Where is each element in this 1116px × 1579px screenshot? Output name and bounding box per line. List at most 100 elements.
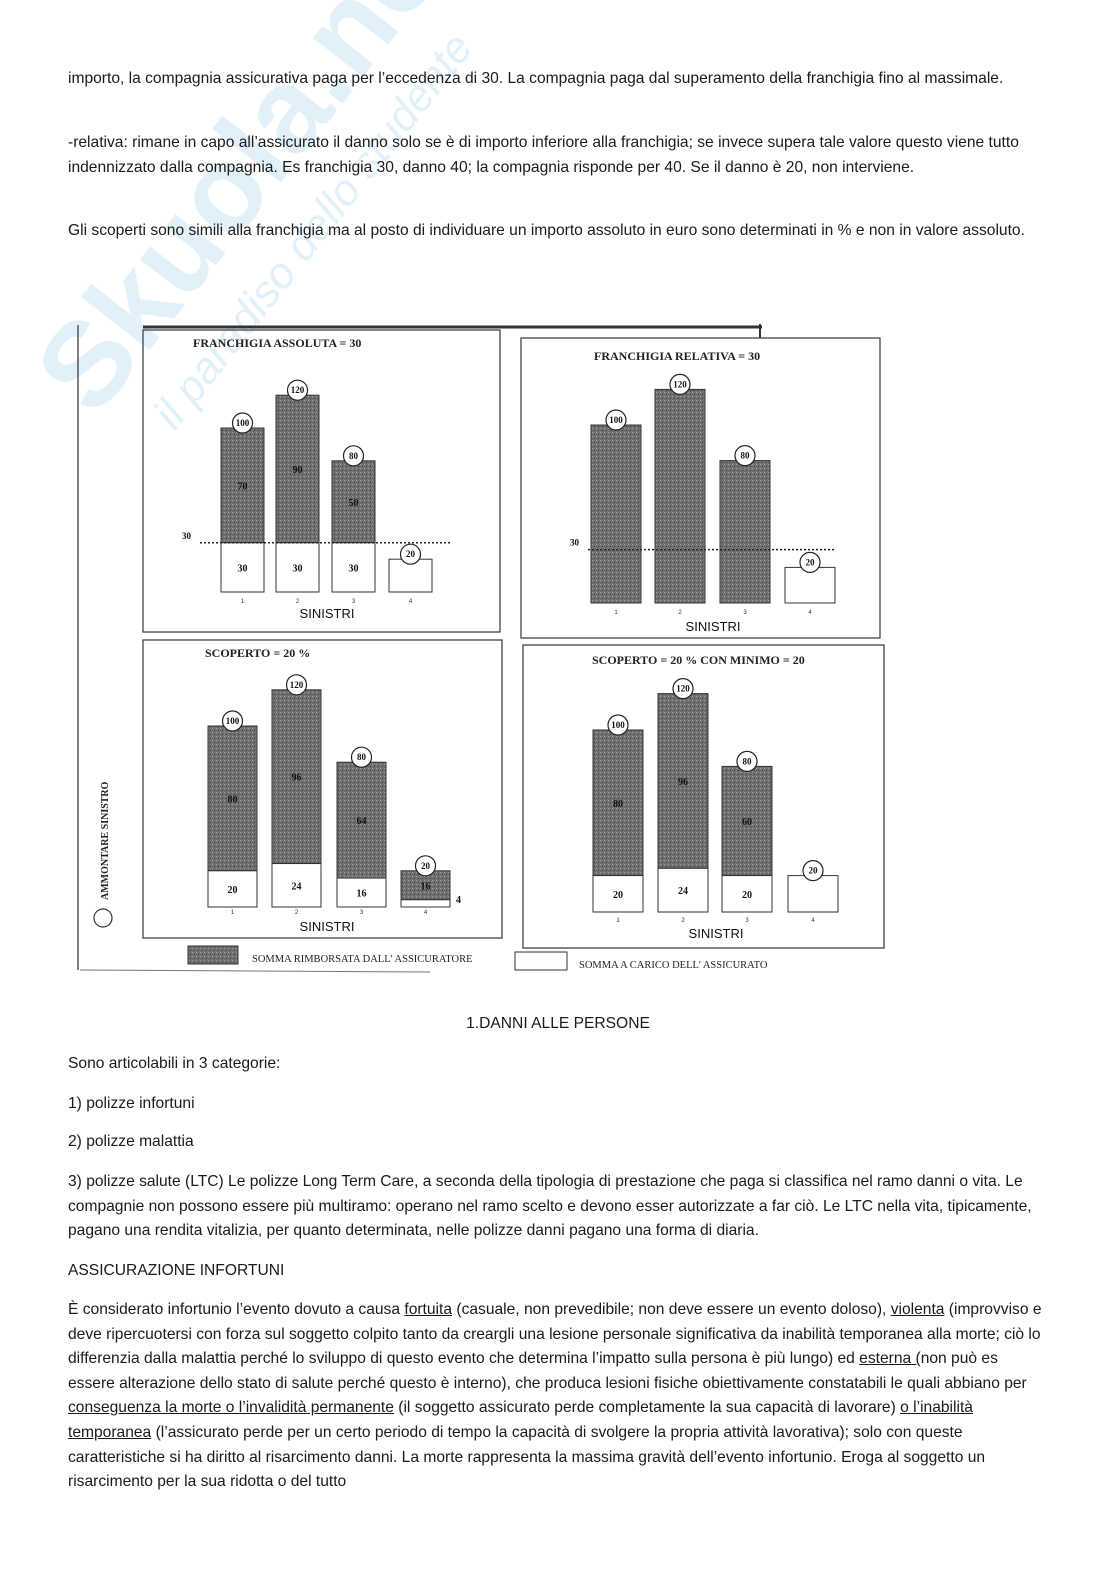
total-label: 20 bbox=[809, 866, 819, 876]
total-label: 20 bbox=[421, 861, 431, 871]
bar-insurer-label: 60 bbox=[742, 817, 752, 828]
svg-text:Skuola.net: Skuola.net bbox=[10, 0, 489, 436]
panel-border bbox=[520, 337, 881, 639]
chart-panel-1: FRANCHIGIA ASSOLUTA = 30 70 30 100 1 90 30 120 2… bbox=[142, 329, 501, 633]
text-segment: (improvviso e deve ripercuotersi con for… bbox=[68, 1301, 1042, 1368]
bar-insurer-label: 96 bbox=[292, 773, 302, 784]
bar-insured-segment bbox=[207, 870, 258, 908]
list-item-malattia: 2) polizze malattia bbox=[68, 1133, 194, 1150]
total-label: 80 bbox=[349, 451, 359, 461]
paragraph-categories: Sono articolabili in 3 categorie: bbox=[68, 1055, 281, 1072]
total-circle bbox=[605, 409, 627, 431]
x-tick-label: 1 bbox=[241, 599, 245, 605]
bar-insured-segment bbox=[787, 875, 839, 913]
chart-title: SCOPERTO = 20 % CON MINIMO = 20 bbox=[592, 653, 805, 667]
bar-insurer-segment bbox=[207, 725, 258, 872]
underlined-term: fortuita bbox=[404, 1301, 453, 1318]
bar-insurer-segment bbox=[592, 729, 644, 877]
circle-mark-icon bbox=[93, 908, 113, 928]
total-label: 100 bbox=[609, 415, 623, 425]
underlined-term: conseguenza la morte o l’invalidità perm… bbox=[68, 1399, 394, 1417]
text-segment: È considerato infortunio l’evento dovuto… bbox=[68, 1301, 405, 1318]
bar-insurer-segment bbox=[657, 693, 709, 869]
total-circle bbox=[399, 543, 422, 565]
total-label: 80 bbox=[357, 752, 367, 762]
panel-border bbox=[522, 644, 885, 949]
underlined-term: o l’inabilità temporanea bbox=[68, 1399, 973, 1441]
paragraph-franchigia-assoluta: importo, la compagnia assicurativa paga … bbox=[68, 70, 1004, 87]
bar-insured-label: 30 bbox=[349, 563, 359, 574]
total-circle bbox=[231, 412, 254, 434]
bar-insured-label: 24 bbox=[292, 881, 302, 892]
section-heading: 1.DANNI ALLE PERSONE bbox=[466, 1015, 650, 1032]
panel-border bbox=[142, 329, 501, 633]
bar-insurer-segment bbox=[336, 761, 387, 879]
x-axis-label: SINISTRI bbox=[686, 619, 741, 634]
chart-panel-3: SCOPERTO = 20 % 80 20 100 1 96 24 120 2 64 16 80 3 16… bbox=[142, 639, 503, 939]
figure-legend: SOMMA RIMBORSATA DALL' ASSICURATORE SOMMA… bbox=[187, 945, 768, 971]
y-axis-label: AMMONTARE SINISTRO bbox=[100, 781, 111, 900]
total-label: 120 bbox=[673, 379, 687, 389]
paragraph-scoperti: Gli scoperti sono simili alla franchigia… bbox=[68, 222, 1025, 239]
bar-insurer-label: 90 bbox=[293, 465, 303, 476]
bar-insured-segment bbox=[784, 566, 836, 604]
bar-insured-label: 24 bbox=[678, 886, 688, 897]
total-circle bbox=[350, 746, 373, 768]
x-axis-label: SINISTRI bbox=[689, 926, 744, 941]
total-circle bbox=[734, 445, 756, 467]
list-item-infortuni: 1) polizze infortuni bbox=[68, 1095, 195, 1112]
bar-insured-label: 20 bbox=[613, 890, 623, 901]
bar-insured-segment bbox=[275, 542, 320, 593]
total-circle bbox=[414, 855, 437, 877]
total-circle bbox=[669, 373, 691, 395]
threshold-label: 30 bbox=[182, 531, 192, 541]
figure-frame bbox=[77, 324, 762, 973]
bar-insurer-segment bbox=[719, 460, 771, 604]
bar-insured-label: 4 bbox=[456, 895, 461, 906]
total-label: 120 bbox=[290, 680, 304, 690]
text-segment: (l’assicurato perde per un certo periodo… bbox=[68, 1423, 986, 1491]
total-label: 20 bbox=[806, 557, 816, 567]
chart-panel-4: SCOPERTO = 20 % CON MINIMO = 20 80 20 100 1 9… bbox=[522, 644, 885, 949]
x-tick-label: 4 bbox=[811, 918, 815, 924]
total-circle bbox=[672, 677, 694, 700]
x-tick-label: 3 bbox=[352, 599, 356, 605]
x-tick-label: 1 bbox=[616, 918, 620, 924]
bar-insurer-segment bbox=[275, 394, 320, 544]
bar-insurer-label: 70 bbox=[238, 481, 248, 492]
paragraph-franchigia-relativa: -relativa: rimane in capo all’assicurato… bbox=[68, 134, 1019, 176]
list-item-salute: 3) polizze salute (LTC) Le polizze Long … bbox=[68, 1173, 1032, 1240]
total-circle bbox=[799, 551, 821, 574]
x-tick-label: 3 bbox=[360, 910, 364, 916]
total-circle bbox=[286, 379, 309, 401]
text-segment: non può es essere alterazione dello stat… bbox=[68, 1350, 1027, 1392]
bar-insurer-segment bbox=[331, 460, 376, 544]
bar-insured-segment bbox=[592, 875, 644, 913]
bar-insurer-segment bbox=[220, 427, 265, 544]
total-circle bbox=[285, 674, 308, 696]
legend-swatch bbox=[514, 951, 568, 971]
bar-insurer-segment bbox=[400, 870, 451, 901]
underlined-term: violenta bbox=[890, 1301, 945, 1318]
chart-title: FRANCHIGIA RELATIVA = 30 bbox=[594, 349, 760, 363]
x-axis-label: SINISTRI bbox=[300, 919, 355, 934]
x-tick-label: 2 bbox=[296, 599, 300, 605]
total-label: 100 bbox=[236, 418, 250, 428]
total-circle bbox=[802, 859, 824, 882]
bar-insurer-label: 50 bbox=[349, 498, 359, 509]
panel-border bbox=[142, 639, 503, 939]
bar-insured-segment bbox=[721, 875, 773, 913]
x-tick-label: 4 bbox=[409, 599, 413, 605]
bar-insured-label: 20 bbox=[228, 885, 238, 896]
bar-insurer-label: 16 bbox=[421, 881, 431, 892]
text-segment: (casuale, non prevedibile; non deve esse… bbox=[452, 1301, 891, 1318]
bar-insured-segment bbox=[657, 867, 709, 913]
chart-title: FRANCHIGIA ASSOLUTA = 30 bbox=[193, 336, 361, 350]
bar-insured-label: 30 bbox=[293, 563, 303, 574]
total-label: 120 bbox=[676, 684, 690, 694]
bar-insured-segment bbox=[331, 542, 376, 593]
total-label: 100 bbox=[226, 716, 240, 726]
chart-title: SCOPERTO = 20 % bbox=[205, 646, 310, 660]
bar-insured-segment bbox=[271, 863, 322, 908]
bar-insurer-segment bbox=[271, 689, 322, 865]
